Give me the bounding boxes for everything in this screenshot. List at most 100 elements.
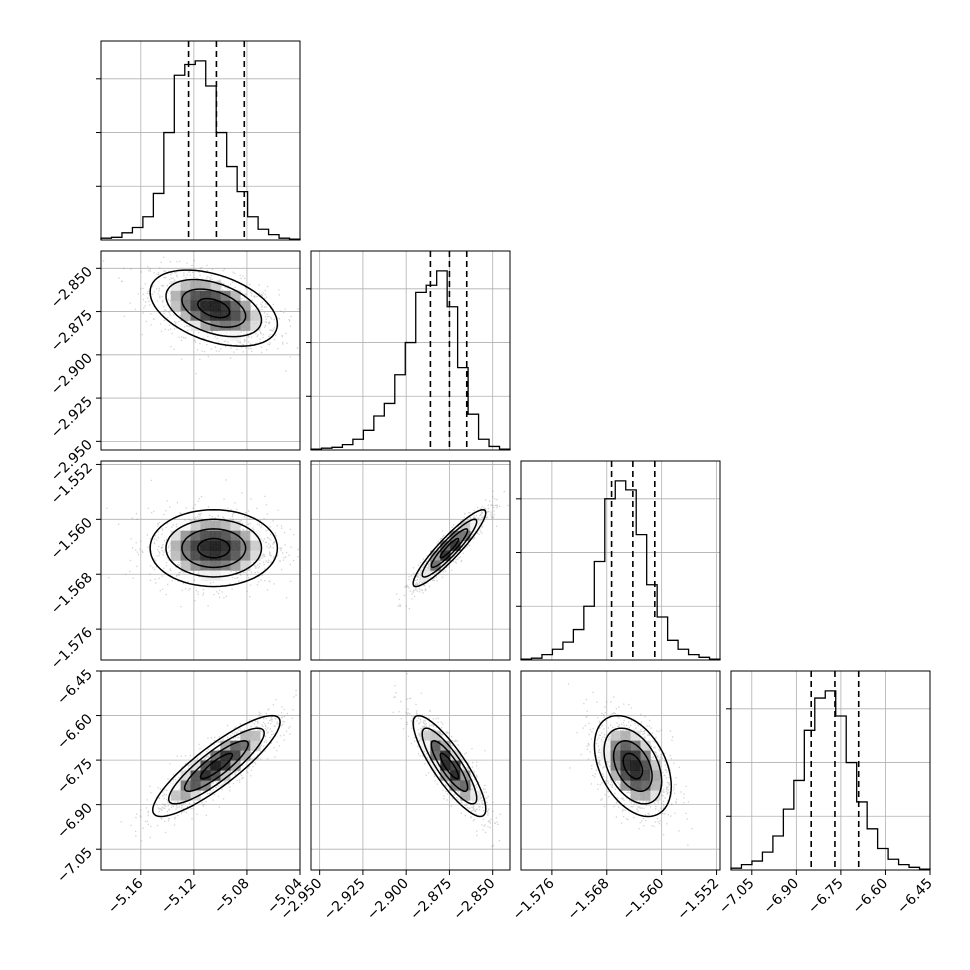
x-tick-label-2-2: −1.560 [620,876,668,924]
density-bin [190,540,201,551]
pair-frame-3-0 [100,670,301,871]
density-bin [450,750,461,761]
density-bin [200,770,211,781]
hist-frame-0 [100,40,301,241]
y-tick-label-1-4: −2.850 [48,264,96,312]
density-bin [210,310,221,321]
hist-frame-1 [310,250,511,451]
y-tick-label-1-2: −2.900 [48,350,96,398]
density-bin [220,550,231,561]
density-bin [190,310,201,321]
y-tick-label-3-1: −6.90 [54,800,96,842]
hist-grid-1 [311,251,510,450]
density-bin [190,760,201,771]
contour-3 [412,714,487,818]
density-bin [450,760,461,771]
density-bin [460,770,471,781]
density-bin [210,530,221,541]
pair-panel-2-0 [106,479,299,608]
density-bin [180,790,191,801]
histogram-0 [100,60,301,240]
density-bin [210,570,221,581]
y-tick-label-3-3: −6.60 [54,711,96,753]
density-bin [210,300,221,311]
density-bin [210,520,221,531]
density-bin [620,750,631,761]
scatter-points [106,479,299,608]
density-bin [190,530,201,541]
density-bin [620,780,631,791]
density-bin [210,760,221,771]
density-bin [440,770,451,781]
y-tick-label-3-4: −6.45 [54,667,96,709]
density-bin [230,760,241,771]
scatter-points [396,490,509,610]
x-tick-label-2-0: −1.576 [510,875,558,923]
contour-3 [151,714,281,818]
x-tick-label-1-4: −2.850 [451,876,499,924]
hist-grid-3 [731,671,931,870]
density-bin [200,520,211,531]
x-tick-label-1-1: −2.925 [321,876,369,924]
density-bin [170,550,181,561]
density-bin [250,540,261,551]
density-bin [180,770,191,781]
density-bin [200,310,211,321]
density-bin [190,790,201,801]
x-tick-label-1-3: −2.875 [407,876,455,924]
density-bin [460,520,471,531]
pair-panel-3-2 [567,683,693,846]
density-bin [470,790,481,801]
density-bin [430,750,441,761]
y-tick-label-2-1: −1.568 [48,570,96,618]
x-tick-label-0-2: −5.08 [211,876,253,918]
hist-grid-2 [521,461,720,660]
density-bin [220,290,231,302]
contour-1 [181,288,247,328]
density-bin [640,780,651,791]
density-bin [640,790,651,801]
density-bin [210,280,221,292]
y-tick-label-3-2: −6.75 [54,756,96,798]
density-bin [250,550,261,561]
density-bin [180,550,191,561]
density-bin [190,320,201,331]
contour-1 [181,528,247,569]
density-bin [220,770,231,781]
hist-frame-2 [520,460,721,661]
density-bin [220,310,231,321]
density-bin [460,790,471,801]
density-bin [610,770,621,781]
density-bin [200,570,211,581]
density-bin [190,280,201,292]
density-bin [620,760,631,771]
contour-2 [421,727,478,805]
density-bin [180,530,191,541]
density-bin [650,760,661,771]
contour-1 [612,740,653,793]
density-bin [250,320,261,331]
density-bin [230,530,241,541]
y-tick-label-3-0: −7.05 [54,845,96,887]
histogram-3 [730,690,931,870]
contour-2 [165,278,263,338]
density-bin [620,740,631,751]
density-bin [170,290,181,302]
density-bin [180,290,191,302]
density-bin [240,750,251,761]
density-bin [650,790,661,801]
density-bin [460,780,471,791]
density-bin [200,560,211,571]
y-tick-label-1-1: −2.925 [48,394,96,442]
density-bin [190,770,201,781]
density-bin [240,530,251,541]
density-bin [230,520,241,531]
density-bin [190,780,201,791]
contour-3 [412,508,487,588]
pair-panel-1-0 [102,256,299,375]
density-bin [450,770,461,781]
x-tick-label-1-2: −2.900 [364,876,412,924]
hist-grid-0 [101,41,301,240]
density-bin [240,550,251,561]
